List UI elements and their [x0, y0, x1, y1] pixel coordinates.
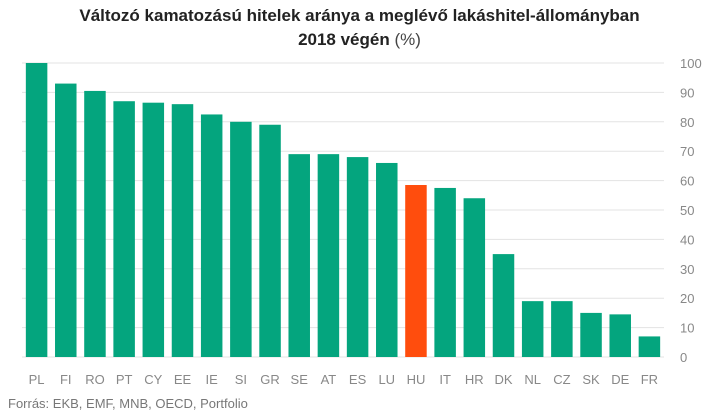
bar-fi: [55, 83, 77, 357]
bar-sk: [580, 312, 602, 357]
x-tick-label: PL: [29, 372, 45, 387]
x-tick-label: CY: [144, 372, 162, 387]
y-tick-label: 10: [680, 321, 694, 336]
bar-gr: [259, 124, 281, 358]
title-line-1: Változó kamatozású hitelek aránya a megl…: [79, 6, 640, 25]
x-tick-label: IE: [206, 372, 219, 387]
bar-se: [288, 154, 310, 357]
bar-fr: [638, 336, 661, 357]
x-tick-label: ES: [349, 372, 367, 387]
x-tick-label: CZ: [553, 372, 570, 387]
title-unit: (%): [389, 30, 421, 49]
x-tick-label: SK: [582, 372, 600, 387]
y-tick-label: 100: [680, 56, 702, 71]
x-tick-label: SI: [235, 372, 247, 387]
y-tick-label: 0: [680, 350, 687, 365]
x-tick-label: FR: [641, 372, 658, 387]
bar-at: [317, 154, 340, 357]
bar-pt: [113, 101, 135, 357]
x-tick-label: DE: [611, 372, 629, 387]
y-tick-label: 20: [680, 291, 694, 306]
y-tick-label: 70: [680, 144, 694, 159]
bar-es: [346, 157, 369, 357]
bar-si: [230, 121, 252, 357]
bar-hr: [463, 198, 486, 357]
y-tick-label: 30: [680, 262, 694, 277]
source-note: Forrás: EKB, EMF, MNB, OECD, Portfolio: [8, 396, 248, 411]
y-tick-label: 60: [680, 174, 694, 189]
x-tick-label: DK: [494, 372, 512, 387]
x-tick-label: EE: [174, 372, 192, 387]
x-tick-label: HR: [465, 372, 484, 387]
bar-ie: [200, 114, 223, 357]
bar-cz: [551, 301, 573, 357]
x-tick-label: AT: [321, 372, 337, 387]
bar-it: [434, 187, 456, 357]
x-tick-label: LU: [378, 372, 395, 387]
x-tick-label: GR: [260, 372, 280, 387]
bar-de: [609, 314, 631, 357]
title-line-2: 2018 végén: [298, 30, 390, 49]
bar-chart: 0 10 20 30 40 50 60 70 80 90 100 PL FI RO PT CY EE IE SI GR…: [22, 56, 702, 387]
x-tick-label: NL: [524, 372, 541, 387]
bar-dk: [492, 254, 515, 357]
bar-ro: [84, 90, 106, 358]
bar-cy: [142, 102, 165, 357]
x-tick-label: RO: [85, 372, 105, 387]
y-tick-label: 90: [680, 85, 694, 100]
y-tick-label: 40: [680, 232, 694, 247]
bar-nl: [521, 301, 544, 357]
x-tick-label: HU: [407, 372, 426, 387]
x-tick-label: SE: [291, 372, 309, 387]
bar-ee: [171, 104, 194, 357]
y-tick-label: 50: [680, 203, 694, 218]
bar-hu: [405, 185, 427, 357]
x-tick-label: FI: [60, 372, 72, 387]
x-tick-label: PT: [116, 372, 133, 387]
x-tick-label: IT: [439, 372, 451, 387]
y-tick-label: 80: [680, 115, 694, 130]
chart-title: Változó kamatozású hitelek aránya a megl…: [0, 4, 719, 52]
bar-pl: [25, 63, 48, 357]
bar-lu: [376, 162, 398, 357]
